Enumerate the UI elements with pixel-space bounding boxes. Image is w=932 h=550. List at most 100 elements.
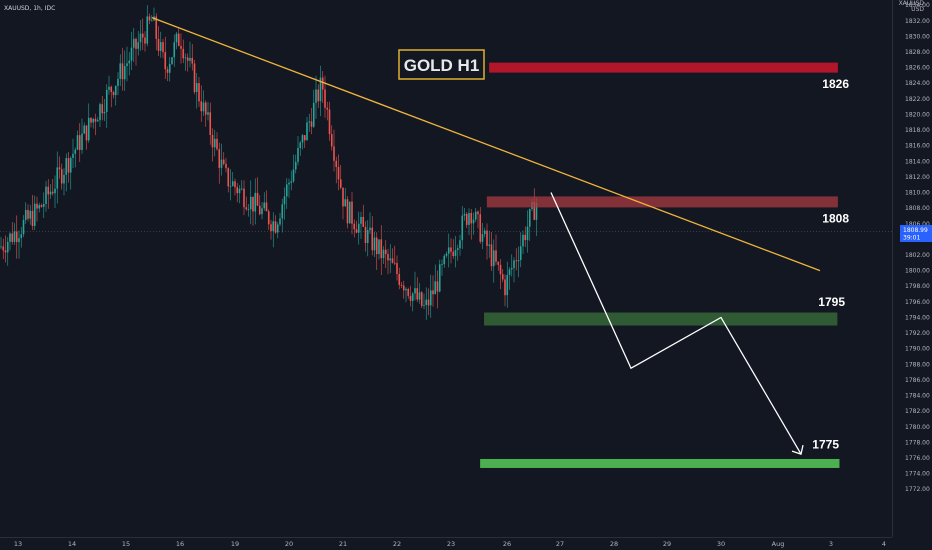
candle-body <box>357 223 360 233</box>
x-tick-label: 27 <box>556 540 564 548</box>
candle-body <box>184 57 187 59</box>
candle-body <box>490 244 493 267</box>
candle-body <box>76 135 79 150</box>
candle-body <box>254 192 257 212</box>
candle-body <box>333 146 335 161</box>
candle-body <box>36 203 38 209</box>
resistance-zone-1826[interactable] <box>489 62 838 73</box>
candle-body <box>204 102 207 115</box>
candle-body <box>450 247 452 252</box>
candle-body <box>245 207 248 210</box>
candle-body <box>486 230 488 246</box>
candle-body <box>63 174 65 184</box>
countdown-value: 39:01 <box>903 235 920 242</box>
y-tick-label: 1788.00 <box>905 361 930 368</box>
candle-body <box>15 231 18 243</box>
candle-body <box>182 48 185 59</box>
candle-body <box>108 86 110 90</box>
y-tick-label: 1830.00 <box>905 33 930 40</box>
candle-body <box>189 57 191 61</box>
candle-body <box>56 167 59 189</box>
candle-body <box>209 112 212 135</box>
candle-body <box>213 138 216 148</box>
candle-body <box>348 201 351 224</box>
candle-body <box>200 101 203 112</box>
candle-body <box>92 118 95 123</box>
candle-body <box>463 213 466 216</box>
candle-body <box>501 274 504 280</box>
candle-body <box>351 201 353 224</box>
candle-body <box>294 161 297 170</box>
candle-body <box>362 216 365 227</box>
candle-body <box>87 117 90 141</box>
x-tick-label: 15 <box>122 540 130 548</box>
candle-body <box>33 203 36 226</box>
candle-body <box>29 210 32 219</box>
candle-body <box>218 149 221 168</box>
candle-body <box>135 38 137 49</box>
x-tick-label: 23 <box>447 540 455 548</box>
candle-body <box>139 33 142 43</box>
candle-body <box>429 290 432 306</box>
candle-body <box>229 185 232 187</box>
candle-body <box>220 159 223 168</box>
candle-body <box>306 122 308 141</box>
target-zone-1775[interactable] <box>480 458 840 468</box>
candle-body <box>456 248 459 251</box>
support-zone-1795[interactable] <box>484 312 838 326</box>
x-tick-label: 29 <box>663 540 671 548</box>
candle-body <box>292 169 295 182</box>
candle-body <box>427 299 430 306</box>
forecast-path[interactable] <box>550 192 802 455</box>
time-axis[interactable]: 13 14 15 16 19 20 21 22 23 26 27 28 29 30 Aug 3 4 <box>0 537 892 549</box>
candle-body <box>207 112 209 115</box>
x-tick-label: 16 <box>176 540 184 548</box>
level-label-1808: 1808 <box>822 211 849 225</box>
candle-body <box>231 181 234 186</box>
forecast-arrowhead-icon <box>791 444 804 455</box>
candle-body <box>470 212 473 224</box>
candle-body <box>474 211 477 220</box>
candle-body <box>411 293 414 301</box>
candle-body <box>247 209 250 211</box>
candle-body <box>171 57 173 64</box>
candle-body <box>391 258 394 263</box>
x-tick-label: 28 <box>610 540 618 548</box>
candle-body <box>310 121 313 127</box>
candle-body <box>441 264 443 265</box>
candle-body <box>276 224 279 233</box>
candle-body <box>409 295 412 301</box>
y-tick-label: 1800.00 <box>905 268 930 275</box>
candle-body <box>479 214 482 242</box>
resistance-zone-1808[interactable] <box>486 196 838 208</box>
y-tick-label: 1822.00 <box>905 96 930 103</box>
y-tick-label: 1782.00 <box>905 408 930 415</box>
candle-body <box>211 134 214 148</box>
candle-body <box>110 86 113 92</box>
candle-body <box>497 261 500 265</box>
candle-body <box>337 166 340 180</box>
y-tick-label: 1826.00 <box>905 65 930 72</box>
candle-body <box>522 234 524 247</box>
y-tick-label: 1828.00 <box>905 49 930 56</box>
y-tick-label: 1802.00 <box>905 252 930 259</box>
candle-body <box>324 89 326 108</box>
candle-body <box>263 202 266 209</box>
candle-body <box>270 224 272 232</box>
y-tick-label: 1772.00 <box>905 486 930 493</box>
candle-body <box>272 221 275 232</box>
candle-body <box>517 260 520 262</box>
candle-body <box>40 205 43 207</box>
price-axis[interactable]: XAUUSD USD 1836.001834.001832.001830.001… <box>892 0 930 537</box>
candle-body <box>18 238 20 243</box>
candle-body <box>461 215 464 241</box>
y-tick-label: 1778.00 <box>905 439 930 446</box>
y-tick-label: 1776.00 <box>905 455 930 462</box>
candle-body <box>128 60 131 64</box>
descending-trendline[interactable] <box>151 17 821 272</box>
candle-body <box>465 213 468 225</box>
candle-body <box>175 33 178 43</box>
candle-body <box>222 159 225 164</box>
candle-body <box>164 52 167 70</box>
